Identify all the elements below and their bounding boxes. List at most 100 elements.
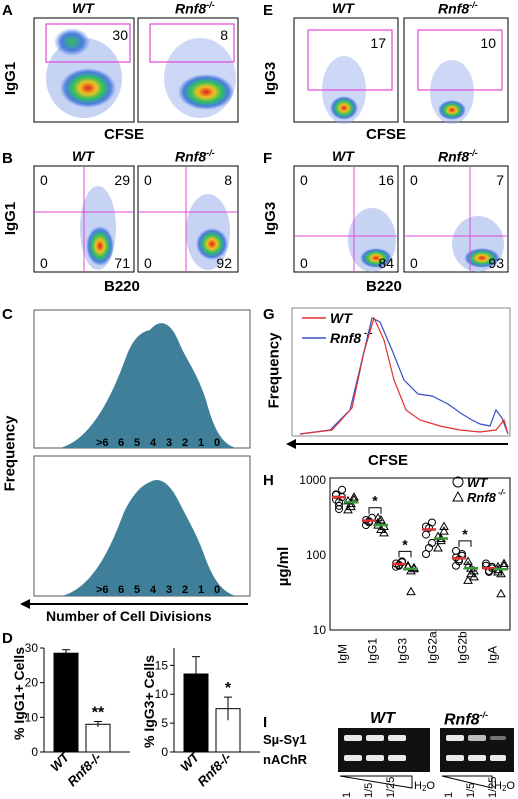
panel-a-geno-right: Rnf8-/- [175, 0, 215, 17]
h-pt-ko-3-2 [439, 526, 449, 535]
panel-e-xlabel: CFSE [366, 126, 407, 143]
panel-i-row2: nAChR [263, 752, 308, 767]
panel-f-left-tr: 16 [378, 172, 394, 188]
panel-i-letter: I [263, 714, 268, 731]
dil-r-1: 1 [443, 792, 455, 798]
panel-i-dilutions: 1 1/5 1/25 H2O 1 1/5 1/25 H2O [341, 777, 515, 798]
d-ytick-label-1-1: 5 [161, 716, 168, 730]
panel-e-letter: E [263, 2, 274, 19]
dil-r-4: H2O [494, 780, 515, 793]
panel-b-geno-right: Rnf8-/- [175, 148, 215, 165]
h-pt-wt-2-5 [398, 558, 406, 567]
h-pt-ko-0-3 [343, 504, 353, 514]
h-cat-3: IgG2a [426, 631, 440, 664]
h-pt-ko-5-1 [496, 568, 506, 578]
c-tick-top-3: 4 [150, 437, 157, 449]
h-pt-wt-4-6 [452, 546, 460, 555]
h-cat-5: IgA [486, 646, 500, 664]
c-tick-bot-3: 4 [150, 584, 157, 596]
panel-b-letter: B [2, 150, 13, 167]
h-pt-ko-1-2 [379, 527, 389, 537]
h-pt-ko-4-6 [463, 575, 473, 584]
h-bracket-4 [458, 540, 472, 547]
panel-g-xlabel: CFSE [368, 452, 409, 469]
d-bar-0-0 [53, 652, 79, 753]
h-pt-wt-4-3 [452, 561, 460, 570]
panel-b-left-tr: 29 [114, 172, 130, 188]
panel-f-letter: F [263, 150, 273, 167]
c-tick-top-4: 3 [166, 437, 172, 449]
h-pt-ko-4-5 [469, 571, 479, 581]
h-star-4: * [462, 526, 468, 542]
panel-b-xlabel: B220 [104, 278, 140, 295]
dil-r-2: 1/5 [465, 783, 477, 798]
panel-g-legend-wt: WT [330, 310, 353, 326]
c-tick-top-7: 0 [214, 437, 220, 449]
d-ytick-label-0-3: 30 [25, 641, 39, 655]
panel-b-plots: 0 29 0 71 0 8 0 92 [33, 165, 239, 273]
h-cat-0: IgM [336, 644, 350, 664]
d-right-ylabel: % IgG3+ Cells [141, 655, 157, 748]
dil-r-3: 1/25 [487, 777, 499, 798]
h-ytick-1000: 1000 [299, 473, 326, 487]
panel-h-legend-ko: Rnf8 [467, 490, 497, 505]
c-tick-top-5: 2 [182, 437, 188, 449]
c-tick-top-6: 1 [198, 437, 204, 449]
panel-a-plots: 30 8 [33, 17, 239, 123]
h-pt-ko-3-5 [439, 521, 449, 531]
h-star-2: * [402, 536, 408, 552]
c-tick-bot-1: 6 [118, 584, 124, 596]
h-pt-ko-1-6 [373, 512, 383, 522]
panel-e-pct-right: 10 [480, 35, 496, 51]
h-pt-ko-2-4 [406, 586, 416, 596]
h-pt-ko-4-3 [463, 556, 473, 565]
panel-c-letter: C [2, 306, 13, 323]
panel-g-chart: WT Rnf8 -/- [286, 307, 511, 449]
d-ytick-label-0-0: 0 [31, 745, 38, 759]
panel-d-letter: D [2, 630, 13, 647]
h-star-1: * [372, 493, 378, 509]
panel-i-row1: Sµ-Sγ1 [263, 732, 307, 747]
panel-f-geno-right: Rnf8-/- [438, 148, 478, 165]
d-signif-1: * [225, 680, 232, 697]
h-bracket-2 [398, 550, 412, 558]
d-ytick-label-0-1: 10 [25, 710, 39, 724]
panel-g-legend-ko: Rnf8 [330, 330, 361, 346]
panel-f-right-br: 93 [488, 255, 504, 271]
h-ytick-10: 10 [313, 623, 327, 637]
panel-a-pct-left: 30 [112, 27, 128, 43]
h-cat-4: IgG2b [456, 631, 470, 664]
panel-h-chart: 10 100 1000 WT Rnf8 -/- *** IgM IgG1 IgG3 I… [299, 473, 511, 664]
panel-b-left-br: 71 [114, 255, 130, 271]
panel-b-right-bl: 0 [144, 255, 152, 271]
panel-i-geno-right: Rnf8-/- [444, 710, 489, 729]
panel-f-left-tl: 0 [300, 172, 308, 188]
g-curve-wt [299, 316, 509, 435]
d-ytick-label-1-0: 0 [161, 745, 168, 759]
h-pt-ko-0-2 [349, 492, 359, 501]
panel-c-xlabel: Number of Cell Divisions [46, 608, 212, 624]
d-ytick-label-0-2: 20 [25, 676, 39, 690]
dil-l-4: H2O [414, 780, 435, 793]
panel-h-points: * * * [332, 485, 509, 598]
c-tick-bot-0: >6 [96, 584, 109, 596]
panel-b-right-tl: 0 [144, 172, 152, 188]
h-bracket-1 [368, 507, 382, 514]
c-tick-top-2: 5 [134, 437, 140, 449]
d-ytick-label-1-2: 10 [155, 687, 169, 701]
c-tick-bot-5: 2 [182, 584, 188, 596]
dilution-wedge-right [441, 775, 493, 789]
svg-text:-/-: -/- [498, 488, 506, 497]
panel-a-geno-left: WT [72, 0, 94, 16]
panel-f-right-tl: 0 [410, 172, 418, 188]
h-pt-ko-3-3 [433, 542, 443, 552]
d-signif-0: ** [92, 704, 105, 721]
panel-b-right-tr: 8 [224, 172, 232, 188]
panel-e-pct-left: 17 [370, 35, 386, 51]
h-pt-wt-3-0 [422, 530, 430, 539]
h-pt-wt-3-5 [428, 518, 436, 527]
h-cat-2: IgG3 [396, 638, 410, 664]
panel-c-histograms: >6 6 5 4 3 2 1 0 >6 6 5 4 3 2 1 0 [20, 309, 251, 609]
panel-h-categories: IgM IgG1 IgG3 IgG2a IgG2b IgA [336, 631, 500, 664]
